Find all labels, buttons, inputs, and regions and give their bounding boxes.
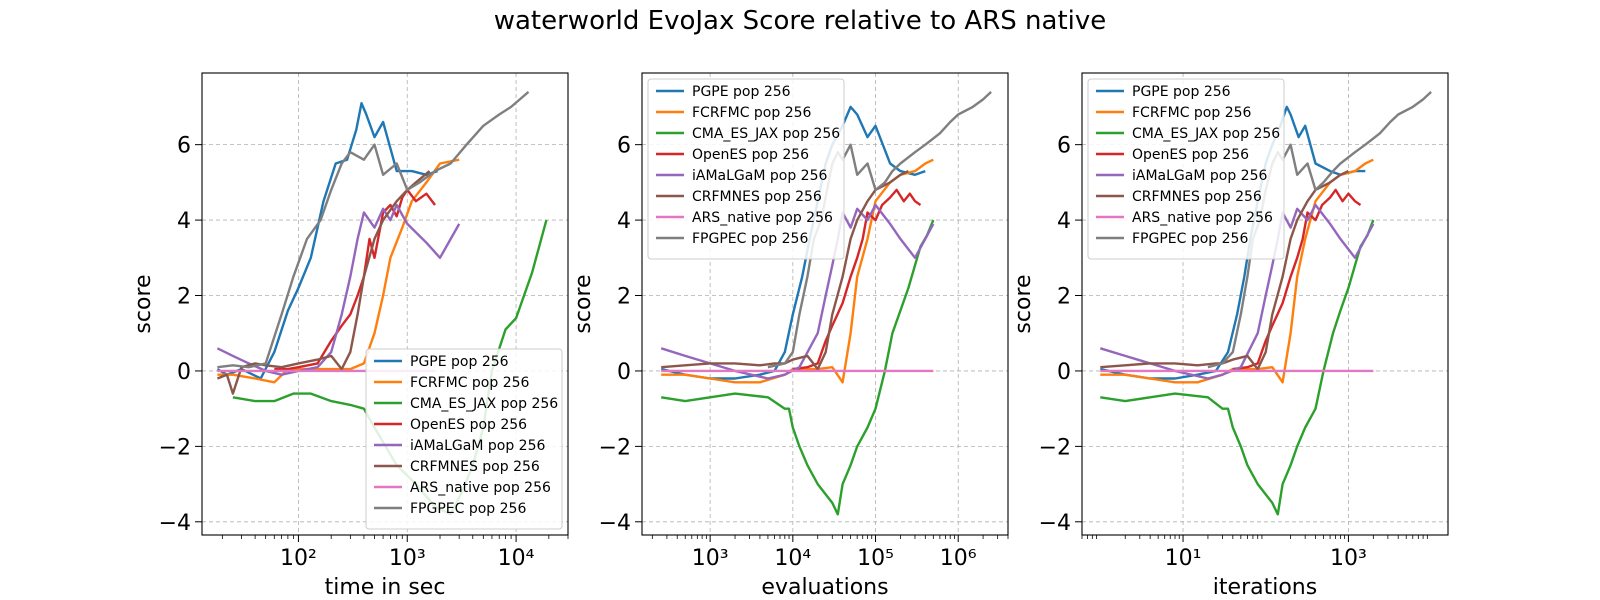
legend-label: FPGPEC pop 256 — [1132, 231, 1248, 247]
legend-label: FCRFMC pop 256 — [1132, 105, 1252, 121]
y-tick-label: 6 — [1057, 134, 1071, 159]
y-tick-label: 2 — [177, 285, 191, 310]
x-tick-label: 10³ — [1330, 546, 1367, 571]
legend-box — [647, 78, 845, 260]
subplot-1: 10² 10³ 10⁴ −4 −2 0 2 4 6 time in sec score PGPE po… — [131, 72, 569, 600]
y-tick-label: 0 — [1057, 360, 1071, 385]
legend-box — [365, 348, 563, 530]
x-tick-label: 10³ — [389, 546, 426, 571]
x-tick-label: 10³ — [692, 546, 729, 571]
x-tick-label: 10⁵ — [857, 546, 894, 571]
y-tick-label: −4 — [1039, 511, 1071, 536]
y-tick-label: 4 — [1057, 209, 1071, 234]
x-axis-label: iterations — [1213, 575, 1317, 600]
y-tick-label: −4 — [159, 511, 191, 536]
axes-frame — [1081, 72, 1449, 536]
legend-label: iAMaLGaM pop 256 — [410, 438, 545, 454]
legend: PGPE pop 256 FCRFMC pop 256 CMA_ES_JAX pop… — [1087, 78, 1285, 260]
series-line-6 — [661, 170, 909, 371]
series-group — [1099, 91, 1432, 516]
x-tick-label: 10⁴ — [498, 546, 535, 571]
legend-label: PGPE pop 256 — [692, 84, 791, 100]
y-tick-label: 6 — [617, 134, 631, 159]
legend-label: ARS_native pop 256 — [1132, 210, 1273, 226]
legend-label: OpenES pop 256 — [692, 147, 809, 163]
legend-label: ARS_native pop 256 — [692, 210, 833, 226]
series-line-8 — [1207, 91, 1432, 369]
series-line-8 — [217, 90, 530, 369]
x-tick-label: 10⁴ — [774, 546, 811, 571]
legend-label: FCRFMC pop 256 — [692, 105, 812, 121]
y-tick-label: −4 — [599, 511, 631, 536]
legend-label: CMA_ES_JAX pop 256 — [1132, 126, 1280, 142]
series-line-8 — [767, 91, 992, 369]
legend-label: OpenES pop 256 — [410, 417, 527, 433]
y-tick-label: 4 — [177, 209, 191, 234]
x-tick-label: 10⁶ — [940, 546, 977, 571]
legend-label: CRFMNES pop 256 — [1132, 189, 1262, 205]
subplot-2: 10³ 10⁴ 10⁵ 10⁶ −4 −2 0 2 4 6 evaluations score PGPE… — [571, 72, 1009, 600]
legend-label: PGPE pop 256 — [410, 354, 509, 370]
y-tick-label: −2 — [1039, 435, 1071, 460]
y-tick-label: −2 — [599, 435, 631, 460]
series-line-3 — [1100, 219, 1375, 516]
series-line-4 — [792, 188, 922, 371]
legend-label: CMA_ES_JAX pop 256 — [692, 126, 840, 142]
legend-label: CMA_ES_JAX pop 256 — [410, 396, 558, 412]
legend-label: iAMaLGaM pop 256 — [1132, 168, 1267, 184]
y-axis-label: score — [571, 274, 596, 333]
x-axis-label: time in sec — [325, 575, 446, 600]
y-tick-label: 0 — [617, 360, 631, 385]
figure-title: waterworld EvoJax Score relative to ARS … — [493, 6, 1107, 36]
legend-label: FPGPEC pop 256 — [692, 231, 808, 247]
series-line-3 — [661, 219, 935, 516]
axes-frame — [201, 72, 569, 536]
series-line-1 — [216, 101, 438, 380]
legend-label: FPGPEC pop 256 — [410, 501, 526, 517]
legend: PGPE pop 256 FCRFMC pop 256 CMA_ES_JAX pop… — [647, 78, 845, 260]
legend-label: CRFMNES pop 256 — [410, 459, 540, 475]
legend-label: PGPE pop 256 — [1132, 84, 1231, 100]
x-tick-label: 10¹ — [1165, 546, 1202, 571]
axes-frame — [641, 72, 1009, 536]
series-line-2 — [217, 158, 460, 384]
y-axis-label: score — [131, 274, 156, 333]
legend-label: ARS_native pop 256 — [410, 480, 551, 496]
x-axis-label: evaluations — [761, 575, 888, 600]
legend-label: iAMaLGaM pop 256 — [692, 168, 827, 184]
legend-label: FCRFMC pop 256 — [410, 375, 530, 391]
y-tick-label: 2 — [1057, 285, 1071, 310]
legend-box — [1087, 78, 1285, 260]
legend: PGPE pop 256 FCRFMC pop 256 CMA_ES_JAX pop… — [365, 348, 563, 530]
legend-label: CRFMNES pop 256 — [692, 189, 822, 205]
y-axis-label: score — [1011, 274, 1036, 333]
subplot-3: 10¹ 10³ −4 −2 0 2 4 6 iterations score PGPE pop 25… — [1011, 72, 1449, 600]
y-tick-label: 2 — [617, 285, 631, 310]
series-line-4 — [1232, 188, 1362, 371]
y-tick-label: 0 — [177, 360, 191, 385]
x-tick-label: 10² — [280, 546, 317, 571]
y-tick-label: 6 — [177, 134, 191, 159]
y-tick-label: −2 — [159, 435, 191, 460]
y-tick-label: 4 — [617, 209, 631, 234]
series-line-6 — [1100, 170, 1349, 371]
legend-label: OpenES pop 256 — [1132, 147, 1249, 163]
